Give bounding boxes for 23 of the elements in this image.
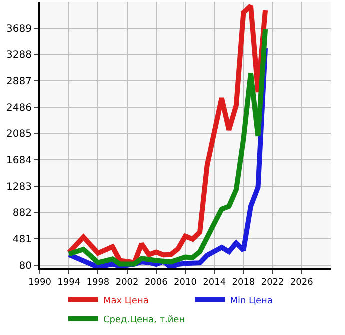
legend-label: Min Цена	[230, 296, 273, 306]
x-tick-label: 2026	[290, 278, 314, 288]
x-tick-label: 2002	[116, 278, 139, 288]
y-tick-label: 80	[19, 260, 32, 272]
y-tick-label: 1283	[6, 182, 32, 193]
legend-label: Max Цена	[103, 296, 149, 306]
x-tick-label: 1990	[28, 278, 52, 288]
y-tick-label: 2887	[6, 76, 32, 88]
y-tick-label: 3288	[6, 50, 32, 62]
y-tick-label: 2085	[6, 129, 32, 140]
y-tick-label: 882	[12, 208, 32, 220]
x-tick-label: 2018	[232, 278, 256, 288]
x-tick-label: 1998	[86, 278, 110, 288]
y-tick-label: 2486	[6, 102, 32, 114]
x-tick-label: 1994	[58, 278, 81, 288]
x-tick-label: 2014	[203, 278, 226, 288]
x-tick-label: 2022	[261, 278, 284, 288]
y-tick-label: 1684	[6, 156, 32, 167]
y-tick-label: 481	[12, 234, 32, 246]
legend-label: Сред.Цена, т.йен	[103, 315, 186, 326]
x-tick-label: 2006	[144, 278, 168, 288]
x-tick-label: 2010	[174, 278, 198, 288]
y-tick-label: 3689	[6, 24, 32, 35]
